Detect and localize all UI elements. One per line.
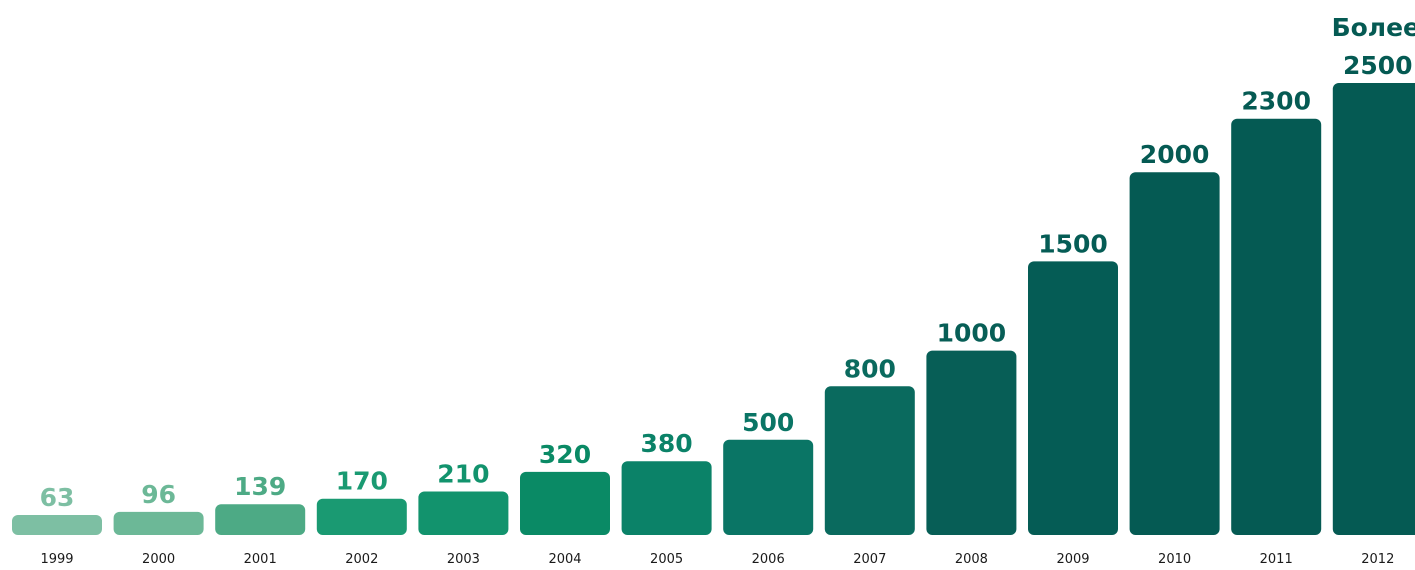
value-label-2006: 500 — [742, 408, 794, 437]
x-axis-ticks: 1999 2000 2001 2002 2003 2004 2005 2006 2007 2008… — [40, 552, 1394, 567]
value-labels-group: 63 96 139 170 210 320 380 500 800 1000 1500 2000 230… — [40, 13, 1415, 512]
bar-2012 — [1332, 83, 1415, 535]
x-tick-2011: 2011 — [1260, 552, 1293, 567]
bar-2002 — [316, 498, 407, 535]
value-label-2002: 170 — [336, 467, 388, 496]
bar-2000 — [113, 511, 204, 535]
x-tick-2012: 2012 — [1361, 552, 1394, 567]
value-label-2000: 96 — [141, 480, 176, 509]
bar-2008 — [926, 350, 1017, 535]
x-tick-2003: 2003 — [447, 552, 480, 567]
bar-2004 — [520, 471, 610, 535]
bars-group — [12, 83, 1415, 535]
bar-2003 — [418, 491, 509, 535]
value-label-2011: 2300 — [1241, 87, 1311, 116]
x-tick-2001: 2001 — [244, 552, 277, 567]
value-label-2009: 1500 — [1038, 229, 1108, 258]
x-tick-2000: 2000 — [142, 552, 175, 567]
bar-2006 — [723, 439, 814, 535]
x-tick-2010: 2010 — [1158, 552, 1191, 567]
bar-2010 — [1129, 172, 1220, 535]
bar-2007 — [824, 386, 915, 535]
value-label-2008: 1000 — [937, 319, 1007, 348]
x-tick-2005: 2005 — [650, 552, 683, 567]
value-label-2012: 2500 — [1343, 51, 1413, 80]
x-tick-2002: 2002 — [345, 552, 378, 567]
value-label-2010: 2000 — [1140, 140, 1210, 169]
value-label-2004: 320 — [539, 440, 591, 469]
x-tick-2007: 2007 — [853, 552, 886, 567]
value-label-1999: 63 — [40, 483, 75, 512]
bar-2011 — [1231, 118, 1322, 535]
bar-2001 — [215, 504, 306, 535]
x-tick-2008: 2008 — [955, 552, 988, 567]
value-label-2005: 380 — [641, 429, 693, 458]
x-tick-1999: 1999 — [40, 552, 73, 567]
x-tick-2004: 2004 — [548, 552, 581, 567]
bar-2009 — [1028, 261, 1118, 535]
bar-2005 — [621, 461, 712, 535]
x-tick-2006: 2006 — [752, 552, 785, 567]
value-label-prefix: Более — [1332, 13, 1415, 42]
value-label-2003: 210 — [437, 460, 489, 489]
bar-1999 — [12, 515, 102, 535]
value-label-2001: 139 — [234, 472, 286, 501]
x-tick-2009: 2009 — [1056, 552, 1089, 567]
value-label-2007: 800 — [844, 354, 896, 383]
